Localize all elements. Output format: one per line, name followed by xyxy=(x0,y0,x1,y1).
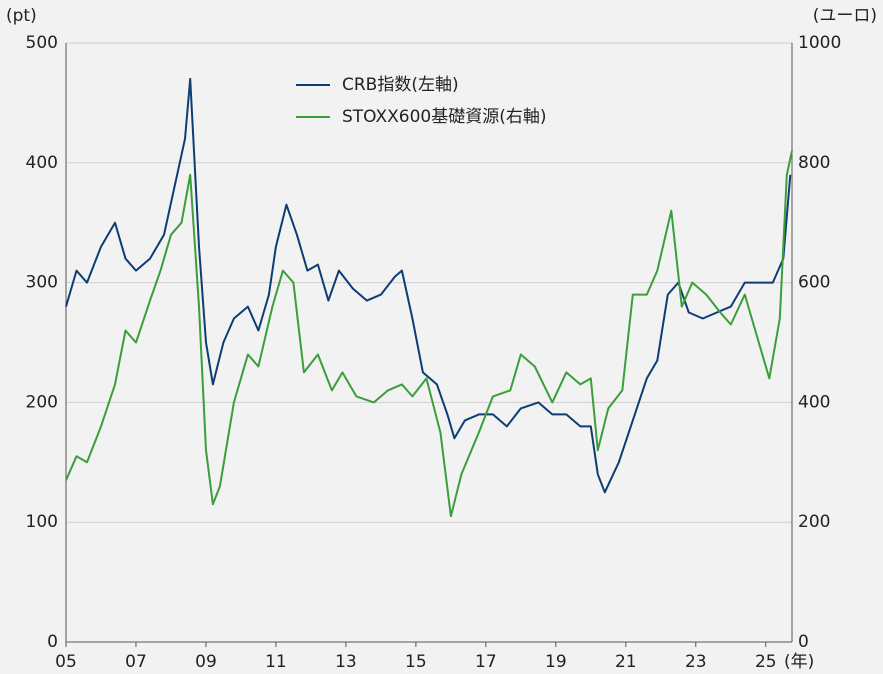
y2-tick-label: 400 xyxy=(798,392,830,412)
y2-tick-label: 600 xyxy=(798,273,830,293)
y-tick-label: 200 xyxy=(26,392,58,412)
y2-tick-label: 200 xyxy=(798,512,830,532)
series-line xyxy=(65,150,793,518)
y-tick-label: 500 xyxy=(26,33,58,53)
legend-label: CRB指数(左軸) xyxy=(342,75,459,95)
x-tick-label: 11 xyxy=(265,652,287,672)
y2-tick-label: 1000 xyxy=(798,33,841,53)
x-tick-label: 09 xyxy=(195,652,217,672)
x-tick-label: 21 xyxy=(615,652,637,672)
y-unit: (pt) xyxy=(6,6,37,26)
y2-unit: (ユーロ) xyxy=(813,6,877,26)
y2-tick-label: 800 xyxy=(798,153,830,173)
series-line xyxy=(65,77,792,494)
x-tick-label: 25 xyxy=(755,652,777,672)
x-tick-label: 13 xyxy=(335,652,357,672)
y-tick-label: 300 xyxy=(26,273,58,293)
y-tick-label: 0 xyxy=(47,632,58,652)
x-tick-label: 07 xyxy=(125,652,147,672)
x-tick-label: 05 xyxy=(55,652,77,672)
y-tick-label: 400 xyxy=(26,153,58,173)
x-tick-label: 19 xyxy=(545,652,567,672)
x-tick-label: 17 xyxy=(475,652,497,672)
legend-label: STOXX600基礎資源(右軸) xyxy=(342,107,546,127)
x-unit: (年) xyxy=(784,652,814,672)
x-tick-label: 23 xyxy=(685,652,707,672)
y-tick-label: 100 xyxy=(26,512,58,532)
y2-tick-label: 0 xyxy=(798,632,809,652)
x-tick-label: 15 xyxy=(405,652,427,672)
